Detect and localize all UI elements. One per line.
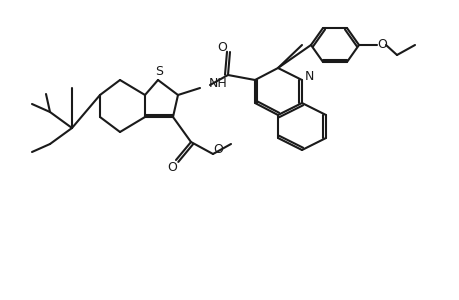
Text: O: O — [376, 38, 386, 50]
Text: S: S — [155, 64, 162, 77]
Text: NH: NH — [208, 76, 227, 89]
Text: O: O — [217, 40, 226, 53]
Text: O: O — [167, 160, 177, 173]
Text: N: N — [304, 70, 313, 83]
Text: O: O — [213, 142, 223, 155]
